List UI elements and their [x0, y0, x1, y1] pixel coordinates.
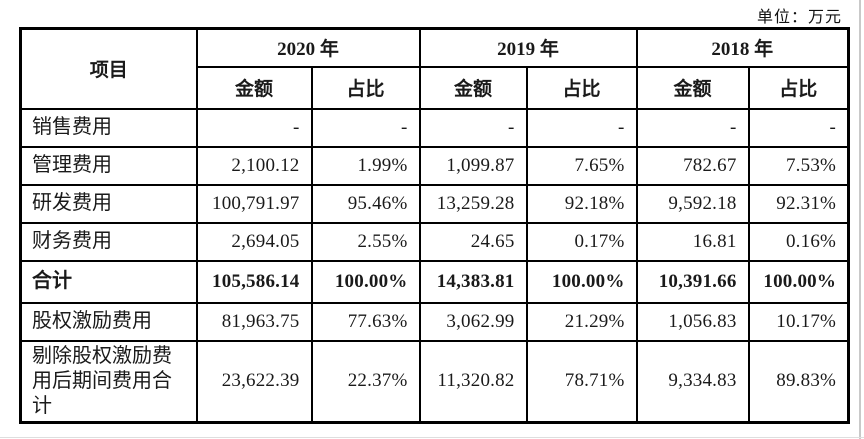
table-body: 销售费用 - - - - - - 管理费用 2,100.12 1.99% 1,099.87 7.65%… [19, 107, 850, 423]
cell-ratio: 2.55% [310, 221, 421, 262]
cell-ratio: 1.99% [310, 145, 421, 186]
column-header-ratio-2019: 占比 [525, 65, 638, 110]
cell-ratio: 100.00% [310, 259, 421, 304]
cell-amount: 105,586.14 [195, 259, 313, 304]
column-header-year-2019: 2019 年 [418, 27, 638, 68]
cell-ratio: - [747, 107, 850, 148]
cell-ratio: 89.83% [747, 339, 850, 423]
table-row: 财务费用 2,694.05 2.55% 24.65 0.17% 16.81 0.16% [19, 221, 850, 262]
cell-amount: 10,391.66 [635, 259, 750, 304]
table-header: 项目 2020 年 2019 年 2018 年 金额 占比 金额 占比 金额 占… [19, 27, 850, 110]
table-row: 研发费用 100,791.97 95.46% 13,259.28 92.18% 9,592… [19, 183, 850, 224]
column-header-ratio-2018: 占比 [747, 65, 850, 110]
cell-ratio: 0.16% [747, 221, 850, 262]
cell-amount: 23,622.39 [195, 339, 313, 423]
cell-ratio: 22.37% [310, 339, 421, 423]
cell-ratio: 100.00% [747, 259, 850, 304]
page-edge-line-bottom [0, 437, 864, 438]
table-row: 销售费用 - - - - - - [19, 107, 850, 148]
cell-ratio: 0.17% [525, 221, 638, 262]
cell-amount: 13,259.28 [418, 183, 528, 224]
cell-amount: 1,056.83 [635, 301, 750, 342]
row-label: 销售费用 [19, 107, 198, 148]
cell-ratio: - [310, 107, 421, 148]
cell-amount: 24.65 [418, 221, 528, 262]
cell-ratio: 92.18% [525, 183, 638, 224]
table-row: 剔除股权激励费用后期间费用合计 23,622.39 22.37% 11,320.82 7… [19, 339, 850, 423]
cell-ratio: 77.63% [310, 301, 421, 342]
table-row: 合计 105,586.14 100.00% 14,383.81 100.00% 10,39… [19, 259, 850, 304]
cell-ratio: 21.29% [525, 301, 638, 342]
cell-amount: 16.81 [635, 221, 750, 262]
cell-amount: - [195, 107, 313, 148]
column-header-amount-2018: 金额 [635, 65, 750, 110]
table-row: 股权激励费用 81,963.75 77.63% 3,062.99 21.29% 1,056… [19, 301, 850, 342]
cell-amount: 81,963.75 [195, 301, 313, 342]
cell-ratio: 92.31% [747, 183, 850, 224]
cell-amount: 9,592.18 [635, 183, 750, 224]
unit-label: 单位：万元 [756, 9, 842, 26]
table-row: 管理费用 2,100.12 1.99% 1,099.87 7.65% 782.67 7.53… [19, 145, 850, 186]
column-header-year-2020: 2020 年 [195, 27, 421, 68]
row-label: 剔除股权激励费用后期间费用合计 [19, 339, 198, 423]
column-header-ratio-2020: 占比 [310, 65, 421, 110]
column-header-year-2018: 2018 年 [635, 27, 850, 68]
row-label: 管理费用 [19, 145, 198, 186]
cell-ratio: - [525, 107, 638, 148]
column-header-amount-2019: 金额 [418, 65, 528, 110]
page-edge-line [859, 0, 861, 439]
cell-ratio: 10.17% [747, 301, 850, 342]
cell-amount: 3,062.99 [418, 301, 528, 342]
column-header-amount-2020: 金额 [195, 65, 313, 110]
period-expense-table: 项目 2020 年 2019 年 2018 年 金额 占比 金额 占比 金额 占… [19, 27, 851, 424]
cell-amount: 100,791.97 [195, 183, 313, 224]
row-label: 研发费用 [19, 183, 198, 224]
row-label: 财务费用 [19, 221, 198, 262]
cell-ratio: 95.46% [310, 183, 421, 224]
cell-ratio: 7.65% [525, 145, 638, 186]
cell-amount: 2,100.12 [195, 145, 313, 186]
cell-amount: 9,334.83 [635, 339, 750, 423]
cell-amount: 782.67 [635, 145, 750, 186]
cell-ratio: 78.71% [525, 339, 638, 423]
cell-amount: 1,099.87 [418, 145, 528, 186]
cell-amount: 14,383.81 [418, 259, 528, 304]
cell-ratio: 7.53% [747, 145, 850, 186]
cell-amount: 11,320.82 [418, 339, 528, 423]
column-header-item: 项目 [19, 27, 198, 110]
row-label: 合计 [19, 259, 198, 304]
cell-amount: 2,694.05 [195, 221, 313, 262]
cell-ratio: 100.00% [525, 259, 638, 304]
cell-amount: - [635, 107, 750, 148]
row-label: 股权激励费用 [19, 301, 198, 342]
cell-amount: - [418, 107, 528, 148]
